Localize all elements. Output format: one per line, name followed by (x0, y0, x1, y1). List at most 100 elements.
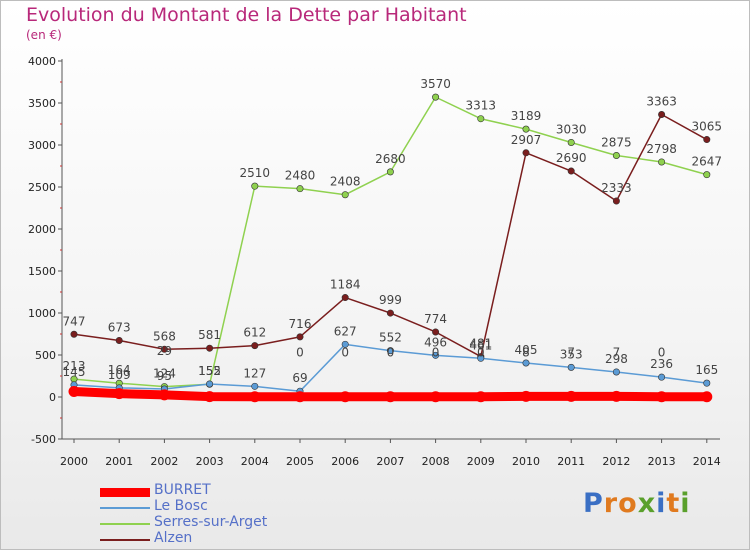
data-point-alzen (251, 342, 259, 350)
x-tick-label: 2010 (512, 455, 540, 468)
data-point-burret (656, 391, 668, 403)
data-point-alzen (341, 294, 349, 302)
x-tick-label: 2005 (286, 455, 314, 468)
data-point-alzen (206, 344, 214, 352)
data-point-burret (204, 391, 216, 403)
data-label-alzen: 747 (63, 314, 86, 328)
data-label-le bosc: 236 (650, 357, 673, 371)
y-tick-label: 1000 (28, 307, 56, 320)
line-chart: -500 0 500 1000 1500 2000 2500 3000 3500 4000 2000… (28, 55, 723, 468)
data-label-burret: 0 (477, 346, 485, 360)
data-point-serres-sur-arget (432, 93, 440, 101)
data-label-burret: 0 (387, 346, 395, 360)
data-point-alzen (115, 336, 123, 344)
data-label-alzen: 716 (289, 317, 312, 331)
data-label-serres-sur-arget: 2798 (646, 142, 677, 156)
data-label-alzen: 481 (469, 337, 492, 351)
data-point-le bosc (522, 359, 530, 367)
x-tick-label: 2000 (60, 455, 88, 468)
data-label-alzen: 2333 (601, 181, 632, 195)
data-label-burret: 8 (522, 345, 530, 359)
data-label-alzen: 3363 (646, 95, 677, 109)
y-tick-label: -500 (31, 433, 56, 446)
x-tick-label: 2006 (331, 455, 359, 468)
legend-label: Serres-sur-Arget (154, 514, 268, 530)
y-tick-label: 2000 (28, 223, 56, 236)
x-tick-label: 2014 (693, 455, 721, 468)
data-point-serres-sur-arget (522, 125, 530, 133)
legend-swatch (100, 507, 150, 509)
x-tick-label: 2009 (467, 455, 495, 468)
data-label-burret: 0 (341, 346, 349, 360)
data-label-alzen: 612 (243, 326, 266, 340)
data-point-serres-sur-arget (386, 168, 394, 176)
data-point-alzen (70, 330, 78, 338)
data-point-le bosc (567, 363, 575, 371)
x-tick-label: 2013 (648, 455, 676, 468)
y-tick-label: 0 (49, 391, 56, 404)
logo-letter: P (583, 488, 604, 519)
data-point-alzen (567, 167, 575, 175)
data-label-serres-sur-arget: 2408 (330, 175, 361, 189)
logo-letter: x (637, 488, 657, 519)
data-point-le bosc (612, 368, 620, 376)
logo-letter: t (666, 488, 681, 519)
data-label-alzen: 3065 (692, 120, 723, 134)
data-label-alzen: 568 (153, 329, 176, 343)
chart-unit: (en €) (26, 28, 62, 42)
data-point-alzen (522, 149, 530, 157)
data-label-alzen: 1184 (330, 278, 361, 292)
data-point-serres-sur-arget (612, 152, 620, 160)
data-point-burret (249, 391, 261, 403)
data-label-serres-sur-arget: 3313 (466, 99, 497, 113)
data-point-burret (520, 390, 532, 402)
data-point-alzen (612, 197, 620, 205)
data-point-burret (68, 386, 80, 398)
data-label-le bosc: 496 (424, 335, 447, 349)
y-tick-label: 4000 (28, 55, 56, 68)
data-point-burret (384, 391, 396, 403)
data-point-serres-sur-arget (477, 115, 485, 123)
legend-swatch (100, 487, 150, 497)
data-label-burret: 0 (296, 346, 304, 360)
data-label-serres-sur-arget: 124 (153, 367, 176, 381)
data-point-le bosc (703, 379, 711, 387)
series-line-alzen (73, 113, 708, 358)
data-point-serres-sur-arget (251, 182, 259, 190)
logo-letter: i (680, 488, 691, 519)
data-label-serres-sur-arget: 2680 (375, 152, 406, 166)
data-label-le bosc: 552 (379, 331, 402, 345)
data-label-burret: 7 (613, 345, 621, 359)
x-tick-label: 2008 (422, 455, 450, 468)
x-tick-label: 2004 (241, 455, 269, 468)
data-point-serres-sur-arget (703, 171, 711, 179)
data-label-le bosc: 145 (63, 365, 86, 379)
y-tick-label: 2500 (28, 181, 56, 194)
data-point-burret (430, 391, 442, 403)
y-tick-label: 3000 (28, 139, 56, 152)
data-label-serres-sur-arget: 2875 (601, 136, 632, 150)
data-label-burret: 7 (567, 345, 575, 359)
data-point-burret (294, 391, 306, 403)
data-point-le bosc (432, 351, 440, 359)
data-label-burret: 29 (157, 344, 172, 358)
data-point-alzen (658, 111, 666, 119)
x-tick-label: 2003 (196, 455, 224, 468)
data-point-serres-sur-arget (567, 138, 575, 146)
chart-title: Evolution du Montant de la Dette par Hab… (26, 4, 467, 26)
data-label-serres-sur-arget: 3189 (511, 109, 542, 123)
data-point-le bosc (251, 382, 259, 390)
data-point-burret (475, 391, 487, 403)
data-label-alzen: 774 (424, 312, 447, 326)
data-label-le bosc: 461 (469, 338, 492, 352)
data-point-burret (113, 388, 125, 400)
data-label-le bosc: 127 (243, 366, 266, 380)
data-label-serres-sur-arget: 3570 (420, 77, 451, 91)
data-label-burret: 0 (658, 346, 666, 360)
x-tick-label: 2002 (150, 455, 178, 468)
data-point-alzen (160, 345, 168, 353)
data-point-burret (701, 391, 713, 403)
logo-letter: o (618, 488, 638, 519)
data-label-le bosc: 627 (334, 324, 357, 338)
